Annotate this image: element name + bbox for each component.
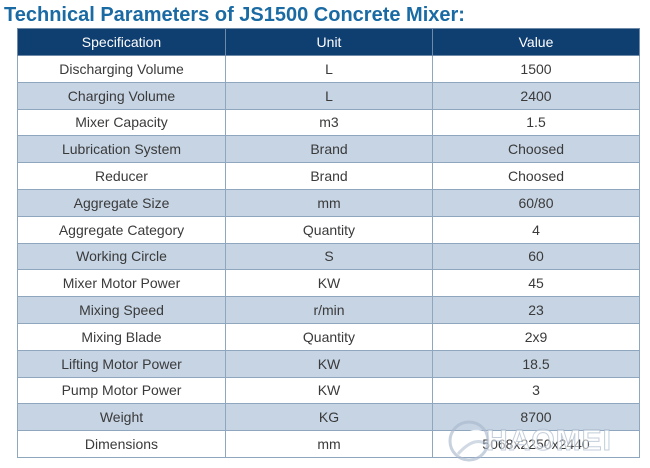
unit-cell: S	[225, 242, 433, 271]
value-cell: 4	[432, 215, 640, 244]
spec-cell: Weight	[17, 403, 226, 432]
table-row: Charging Volume L 2400	[17, 81, 640, 110]
spec-cell: Mixing Blade	[17, 322, 226, 351]
header-specification: Specification	[17, 28, 226, 56]
spec-cell: Mixer Capacity	[17, 108, 226, 137]
value-cell: 2x9	[432, 322, 640, 351]
table-row: Mixer Capacity m3 1.5	[17, 108, 640, 137]
spec-cell: Reducer	[17, 162, 226, 190]
unit-cell: Quantity	[225, 322, 433, 351]
unit-cell: mm	[225, 188, 433, 217]
spec-cell: Discharging Volume	[17, 55, 226, 83]
value-cell: Choosed	[432, 162, 640, 190]
unit-cell: KG	[225, 403, 433, 432]
spec-cell: Dimensions	[17, 430, 226, 458]
table-row: Working Circle S 60	[17, 242, 640, 271]
unit-cell: L	[225, 55, 433, 83]
unit-cell: r/min	[225, 296, 433, 324]
table-row: Dimensions mm 5068x2250x2440	[17, 430, 640, 458]
table-row: Lifting Motor Power KW 18.5	[17, 349, 640, 378]
unit-cell: KW	[225, 349, 433, 378]
unit-cell: KW	[225, 376, 433, 405]
value-cell: 23	[432, 296, 640, 324]
spec-cell: Mixer Motor Power	[17, 269, 226, 298]
value-cell: 45	[432, 269, 640, 298]
value-cell: 8700	[432, 403, 640, 432]
table-row: Mixer Motor Power KW 45	[17, 269, 640, 298]
unit-cell: KW	[225, 269, 433, 298]
value-cell: 5068x2250x2440	[432, 430, 640, 458]
table-header-row: Specification Unit Value	[17, 28, 640, 56]
spec-cell: Lubrication System	[17, 135, 226, 164]
value-cell: 2400	[432, 81, 640, 110]
table-row: Mixing Speed r/min 23	[17, 296, 640, 324]
value-cell: 18.5	[432, 349, 640, 378]
value-cell: 1.5	[432, 108, 640, 137]
value-cell: 3	[432, 376, 640, 405]
table-row: Weight KG 8700	[17, 403, 640, 432]
value-cell: 60	[432, 242, 640, 271]
spec-cell: Aggregate Size	[17, 188, 226, 217]
spec-cell: Charging Volume	[17, 81, 226, 110]
header-unit: Unit	[225, 28, 433, 56]
table-row: Lubrication System Brand Choosed	[17, 135, 640, 164]
header-value: Value	[432, 28, 640, 56]
table-row: Discharging Volume L 1500	[17, 55, 640, 83]
spec-cell: Pump Motor Power	[17, 376, 226, 405]
unit-cell: m3	[225, 108, 433, 137]
table-row: Aggregate Category Quantity 4	[17, 215, 640, 244]
unit-cell: Brand	[225, 162, 433, 190]
value-cell: 1500	[432, 55, 640, 83]
table-row: Reducer Brand Choosed	[17, 162, 640, 190]
unit-cell: Quantity	[225, 215, 433, 244]
unit-cell: mm	[225, 430, 433, 458]
spec-cell: Lifting Motor Power	[17, 349, 226, 378]
spec-cell: Working Circle	[17, 242, 226, 271]
page-title: Technical Parameters of JS1500 Concrete …	[4, 4, 465, 26]
table-row: Pump Motor Power KW 3	[17, 376, 640, 405]
spec-cell: Mixing Speed	[17, 296, 226, 324]
unit-cell: L	[225, 81, 433, 110]
technical-parameters-table: Specification Unit Value Discharging Vol…	[17, 28, 640, 458]
value-cell: 60/80	[432, 188, 640, 217]
value-cell: Choosed	[432, 135, 640, 164]
unit-cell: Brand	[225, 135, 433, 164]
spec-cell: Aggregate Category	[17, 215, 226, 244]
table-row: Aggregate Size mm 60/80	[17, 188, 640, 217]
table-row: Mixing Blade Quantity 2x9	[17, 322, 640, 351]
